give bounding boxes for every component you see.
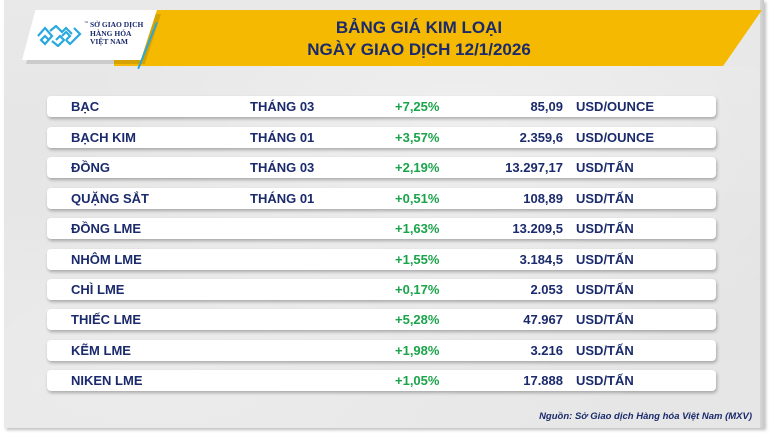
price-unit: USD/TẤN <box>576 191 634 206</box>
price-value: 3.216 <box>530 343 563 358</box>
percent-change: +3,57% <box>395 130 440 145</box>
price-value: 85,09 <box>530 99 563 114</box>
price-unit: USD/TẤN <box>576 343 634 358</box>
metal-name: BẠCH KIM <box>71 130 136 145</box>
percent-change: +0,51% <box>395 191 440 206</box>
world-map-background <box>4 66 764 428</box>
metal-name: NHÔM LME <box>71 252 142 267</box>
title-banner <box>114 10 762 66</box>
logo-line-3: VIỆT NAM <box>90 37 128 46</box>
price-unit: USD/OUNCE <box>576 130 655 145</box>
metal-name: ĐỒNG <box>71 160 110 175</box>
percent-change: +0,17% <box>395 282 440 297</box>
table-row: CHÌ LME +0,17% 2.053 USD/TẤN <box>47 279 716 300</box>
source-note: Nguồn: Sở Giao dịch Hàng hóa Việt Nam (M… <box>539 411 752 422</box>
metal-name: CHÌ LME <box>71 282 125 297</box>
trademark-mark: ™ <box>84 20 88 25</box>
percent-change: +2,19% <box>395 160 440 175</box>
price-value: 3.184,5 <box>519 252 563 267</box>
price-value: 17.888 <box>523 373 563 388</box>
price-unit: USD/TẤN <box>576 282 634 297</box>
price-value: 108,89 <box>523 191 563 206</box>
logo-line-1: SỞ GIAO DỊCH <box>90 20 144 29</box>
metal-name: KẼM LME <box>71 343 131 358</box>
metal-name: THIẾC LME <box>71 312 142 327</box>
price-value: 47.967 <box>523 312 563 327</box>
contract-term: THÁNG 03 <box>250 160 315 175</box>
table-row: NHÔM LME +1,55% 3.184,5 USD/TẤN <box>47 249 716 270</box>
metal-name: ĐỒNG LME <box>71 221 142 236</box>
percent-change: +7,25% <box>395 99 440 114</box>
price-value: 2.053 <box>530 282 563 297</box>
table-row: THIẾC LME +5,28% 47.967 USD/TẤN <box>47 309 716 330</box>
price-unit: USD/TẤN <box>576 312 634 327</box>
price-value: 13.297,17 <box>505 160 563 175</box>
table-row: NIKEN LME +1,05% 17.888 USD/TẤN <box>47 370 716 391</box>
table-row: ĐỒNG THÁNG 03 +2,19% 13.297,17 USD/TẤN <box>47 157 716 178</box>
price-unit: USD/OUNCE <box>576 99 655 114</box>
percent-change: +1,55% <box>395 252 440 267</box>
table-row: ĐỒNG LME +1,63% 13.209,5 USD/TẤN <box>47 218 716 239</box>
page-title: BẢNG GIÁ KIM LOẠI NGÀY GIAO DỊCH 12/1/20… <box>254 17 584 61</box>
title-line-2: NGÀY GIAO DỊCH 12/1/2026 <box>307 40 531 59</box>
table-row: BẠCH KIM THÁNG 01 +3,57% 2.359,6 USD/OUN… <box>47 127 716 148</box>
title-line-1: BẢNG GIÁ KIM LOẠI <box>335 18 503 37</box>
table-row: KẼM LME +1,98% 3.216 USD/TẤN <box>47 340 716 361</box>
price-value: 13.209,5 <box>512 221 563 236</box>
logo-line-2: HÀNG HÓA <box>90 28 132 38</box>
frame-edge <box>760 0 764 428</box>
percent-change: +5,28% <box>395 312 440 327</box>
contract-term: THÁNG 03 <box>250 99 315 114</box>
table-row: QUẶNG SẮT THÁNG 01 +0,51% 108,89 USD/TẤN <box>47 188 716 209</box>
table-row: BẠC THÁNG 03 +7,25% 85,09 USD/OUNCE <box>47 96 716 117</box>
mxv-logo-icon <box>37 25 82 47</box>
metal-name: BẠC <box>71 99 100 114</box>
contract-term: THÁNG 01 <box>250 130 315 145</box>
metal-name: QUẶNG SẮT <box>71 191 149 206</box>
metal-name: NIKEN LME <box>71 373 143 388</box>
price-unit: USD/TẤN <box>576 373 634 388</box>
price-unit: USD/TẤN <box>576 252 634 267</box>
contract-term: THÁNG 01 <box>250 191 315 206</box>
price-value: 2.359,6 <box>519 130 563 145</box>
logo-text: SỞ GIAO DỊCH HÀNG HÓA VIỆT NAM <box>90 20 144 47</box>
infographic-frame: ™ SỞ GIAO DỊCH HÀNG HÓA VIỆT NAM BẢNG GI… <box>4 0 764 428</box>
price-unit: USD/TẤN <box>576 221 634 236</box>
percent-change: +1,05% <box>395 373 440 388</box>
price-unit: USD/TẤN <box>576 160 634 175</box>
percent-change: +1,98% <box>395 343 440 358</box>
percent-change: +1,63% <box>395 221 440 236</box>
